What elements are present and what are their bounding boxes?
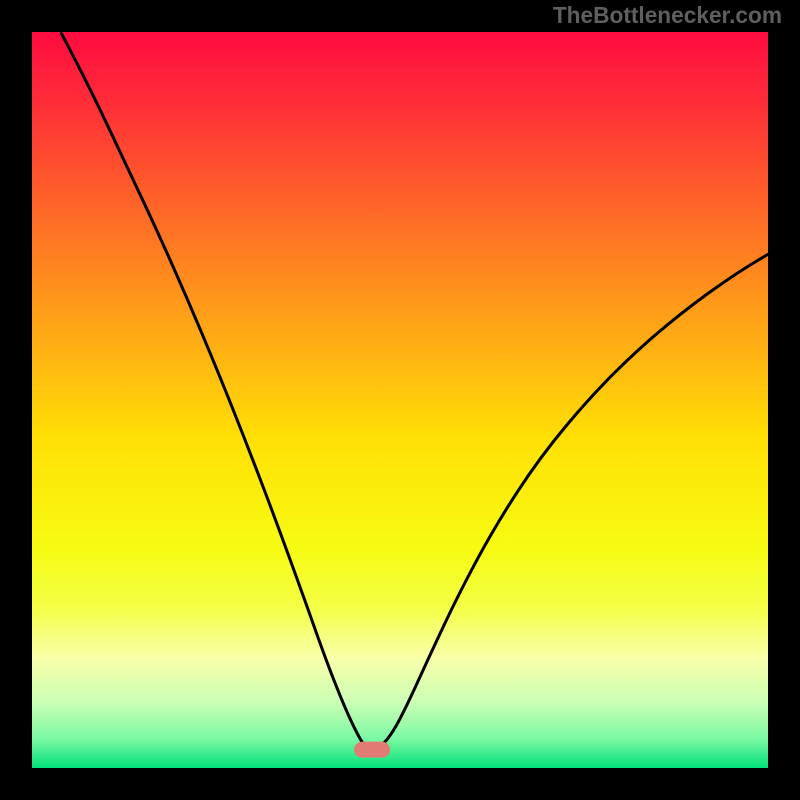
gradient-background <box>32 32 768 768</box>
optimal-marker <box>354 742 390 758</box>
watermark-text: TheBottlenecker.com <box>553 2 782 29</box>
plot-area <box>32 32 768 768</box>
plot-svg <box>32 32 768 768</box>
chart-container: TheBottlenecker.com <box>0 0 800 800</box>
